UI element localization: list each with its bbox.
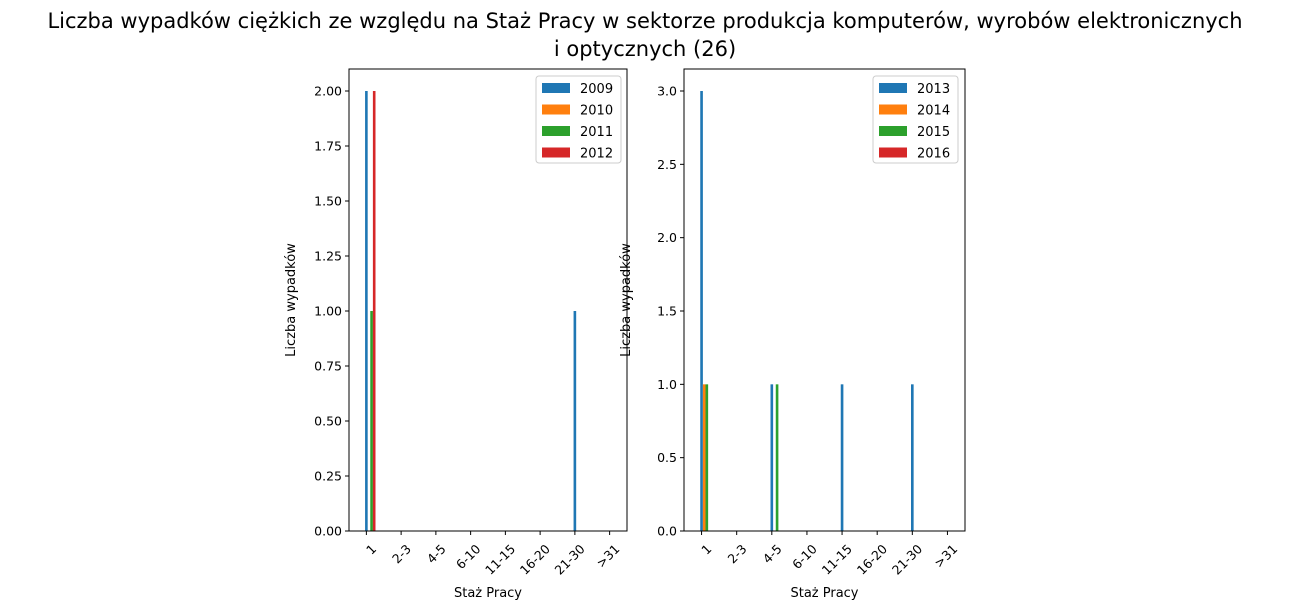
x-axis-label: Staż Pracy (790, 586, 858, 601)
x-tick-label: >31 (931, 541, 960, 570)
y-tick-label: 0.5 (657, 450, 677, 465)
legend: 2009 2010 2011 2012 (535, 75, 622, 164)
bar-2009-21-30 (573, 311, 577, 531)
y-axis-label: Liczba wypadków (284, 243, 299, 357)
bar-2015-1 (705, 384, 709, 531)
bar-2011-1 (370, 311, 373, 531)
bar-2009-1 (365, 91, 368, 531)
x-tick-label: 4-5 (424, 541, 449, 566)
legend: 2013 2014 2015 2016 (872, 75, 959, 164)
y-tick-label: 3.0 (657, 84, 677, 99)
y-tick-label: 0.25 (314, 469, 342, 484)
subplot-right: 0.0 0.5 1.0 1.5 2.0 2.5 3.0 1 2-3 4-5 6-1011-1516-… (619, 68, 966, 601)
legend-label-2009: 2009 (580, 82, 613, 97)
x-tick-label: 21-30 (551, 541, 587, 577)
x-tick-label: 16-20 (517, 541, 553, 577)
x-tick-label: 1 (363, 541, 379, 557)
x-tick-label: 6-10 (453, 541, 484, 572)
y-tick-label: 2.5 (657, 157, 677, 172)
x-tick-label: 11-15 (819, 541, 855, 577)
legend-label-2011: 2011 (580, 125, 613, 140)
bar-2014-1 (702, 384, 706, 531)
y-tick-label: 2.0 (657, 230, 677, 245)
legend-swatch-2013 (879, 83, 907, 93)
axes-frame (683, 68, 966, 532)
subplot-left: 0.00 0.25 0.50 0.75 1.00 1.25 1.50 1.75 2.00 1 2-3… (284, 68, 628, 601)
legend-box (872, 75, 959, 164)
x-tick-label: 16-20 (854, 541, 890, 577)
bar-2013-11-15 (840, 384, 844, 531)
x-tick-label: 6-10 (789, 541, 820, 572)
x-tick-label: 1 (698, 541, 714, 557)
y-tick-label: 1.00 (314, 304, 342, 319)
y-tick-label: 0.75 (314, 359, 342, 374)
y-tick-label: 1.75 (314, 139, 342, 154)
y-tick-label: 1.25 (314, 249, 342, 264)
legend-swatch-2012 (542, 147, 570, 158)
legend-label-2013: 2013 (917, 82, 950, 97)
y-tick-label: 1.5 (657, 304, 677, 319)
legend-label-2015: 2015 (917, 125, 950, 140)
legend-swatch-2015 (879, 126, 907, 136)
legend-swatch-2014 (879, 104, 907, 115)
x-tick-label: 21-30 (889, 541, 925, 577)
x-tick-label: 2-3 (725, 541, 750, 566)
chart-title-line2: i optycznych (26) (554, 37, 736, 61)
y-axis-label: Liczba wypadków (619, 243, 634, 357)
legend-swatch-2009 (542, 83, 570, 93)
legend-label-2014: 2014 (917, 104, 950, 119)
x-tick-label: >31 (593, 541, 622, 570)
legend-box (535, 75, 622, 164)
legend-swatch-2011 (542, 126, 570, 136)
y-tick-label: 1.50 (314, 194, 342, 209)
y-tick-label: 0.50 (314, 414, 342, 429)
bar-2013-1 (700, 91, 703, 531)
x-tick-label: 11-15 (482, 541, 518, 577)
y-tick-label: 2.00 (314, 84, 342, 99)
x-axis-label: Staż Pracy (454, 586, 522, 601)
chart-title-line1: Liczba wypadków ciężkich ze względu na S… (47, 9, 1242, 33)
bar-2013-21-30 (911, 384, 914, 531)
legend-label-2010: 2010 (580, 104, 613, 119)
legend-swatch-2010 (542, 104, 570, 115)
legend-label-2012: 2012 (580, 147, 613, 162)
x-tick-label: 2-3 (389, 541, 414, 566)
x-tick-label: 4-5 (760, 541, 785, 566)
axes-frame (348, 68, 628, 532)
y-tick-label: 0.0 (657, 524, 677, 539)
bar-2013-4-5 (770, 384, 774, 531)
y-tick-label: 0.00 (314, 524, 342, 539)
y-tick-label: 1.0 (657, 377, 677, 392)
bar-2012-1 (372, 91, 376, 531)
legend-label-2016: 2016 (917, 147, 950, 162)
legend-swatch-2016 (879, 147, 907, 158)
bar-2015-4-5 (775, 384, 779, 531)
